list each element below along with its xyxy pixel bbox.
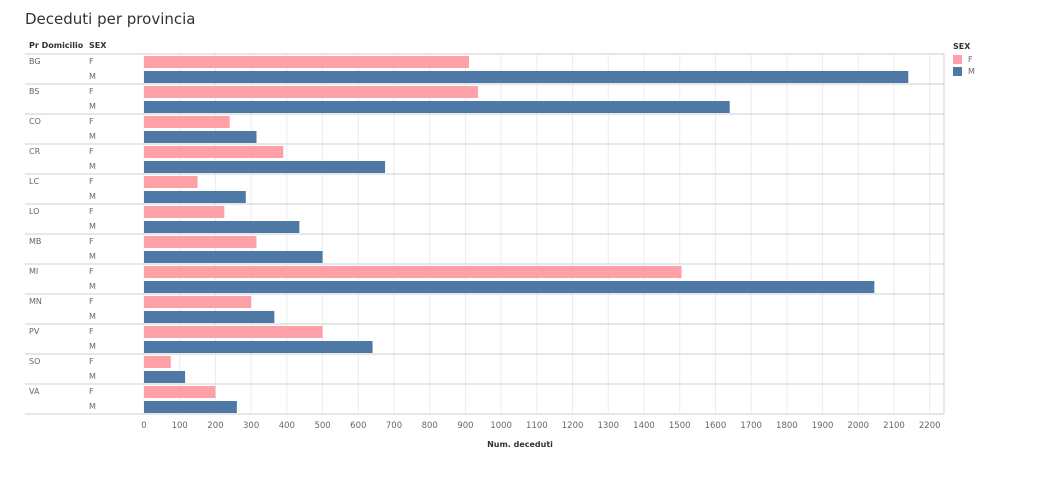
x-tick-label: 300 xyxy=(243,421,259,431)
legend-item-f[interactable]: F xyxy=(953,53,975,65)
bar-mi-f[interactable] xyxy=(144,266,682,278)
bar-mn-f[interactable] xyxy=(144,296,252,308)
legend-label-m: M xyxy=(968,66,975,76)
bar-bs-f[interactable] xyxy=(144,86,478,98)
x-tick-label: 1200 xyxy=(562,421,584,431)
sex-label: F xyxy=(89,177,94,186)
province-label: SO xyxy=(29,357,40,366)
sex-label: M xyxy=(89,342,96,351)
province-label: BG xyxy=(29,57,41,66)
x-tick-label: 0 xyxy=(141,421,146,431)
province-label: BS xyxy=(29,87,39,96)
x-tick-label: 1400 xyxy=(633,421,655,431)
bar-lc-f[interactable] xyxy=(144,176,198,188)
bar-co-f[interactable] xyxy=(144,116,230,128)
x-tick-label: 1000 xyxy=(490,421,512,431)
province-label: LO xyxy=(29,207,39,216)
legend-title: SEX xyxy=(953,42,971,51)
bar-bg-m[interactable] xyxy=(144,71,909,83)
chart-title: Deceduti per provincia xyxy=(25,10,196,28)
sex-label: F xyxy=(89,147,94,156)
province-label: MB xyxy=(29,237,41,246)
x-tick-label: 2200 xyxy=(919,421,941,431)
bar-va-f[interactable] xyxy=(144,386,216,398)
x-tick-label: 1600 xyxy=(705,421,727,431)
sex-label: F xyxy=(89,357,94,366)
province-label: PV xyxy=(29,327,40,336)
x-tick-label: 2000 xyxy=(847,421,869,431)
sex-label: F xyxy=(89,87,94,96)
sex-label: M xyxy=(89,402,96,411)
x-tick-label: 400 xyxy=(279,421,295,431)
sex-label: F xyxy=(89,207,94,216)
bar-bs-m[interactable] xyxy=(144,101,730,113)
province-label: MN xyxy=(29,297,42,306)
x-tick-label: 1800 xyxy=(776,421,798,431)
sex-label: F xyxy=(89,327,94,336)
sex-label: F xyxy=(89,387,94,396)
x-tick-label: 1900 xyxy=(812,421,834,431)
sex-label: M xyxy=(89,102,96,111)
bar-va-m[interactable] xyxy=(144,401,237,413)
bar-mb-f[interactable] xyxy=(144,236,257,248)
sex-label: M xyxy=(89,372,96,381)
x-tick-label: 200 xyxy=(207,421,223,431)
province-label: MI xyxy=(29,267,38,276)
legend-swatch-m xyxy=(953,66,962,76)
bar-mb-m[interactable] xyxy=(144,251,323,263)
sex-label: F xyxy=(89,117,94,126)
sex-label: F xyxy=(89,237,94,246)
bar-mn-m[interactable] xyxy=(144,311,275,323)
bar-so-f[interactable] xyxy=(144,356,171,368)
bar-lc-m[interactable] xyxy=(144,191,246,203)
sex-label: M xyxy=(89,162,96,171)
x-tick-label: 700 xyxy=(386,421,402,431)
bar-cr-f[interactable] xyxy=(144,146,284,158)
bar-bg-f[interactable] xyxy=(144,56,469,68)
sex-label: F xyxy=(89,297,94,306)
sex-label: M xyxy=(89,132,96,141)
sex-label: M xyxy=(89,312,96,321)
header-sex: SEX xyxy=(89,41,107,50)
province-label: VA xyxy=(29,387,40,396)
bar-pv-m[interactable] xyxy=(144,341,373,353)
bar-so-m[interactable] xyxy=(144,371,186,383)
province-label: CR xyxy=(29,147,41,156)
bar-lo-m[interactable] xyxy=(144,221,300,233)
sex-label: F xyxy=(89,267,94,276)
x-tick-label: 900 xyxy=(457,421,473,431)
bar-lo-f[interactable] xyxy=(144,206,225,218)
x-tick-label: 1100 xyxy=(526,421,548,431)
bar-co-m[interactable] xyxy=(144,131,257,143)
x-tick-label: 800 xyxy=(422,421,438,431)
x-tick-label: 1700 xyxy=(740,421,762,431)
bar-cr-m[interactable] xyxy=(144,161,386,173)
sex-label: F xyxy=(89,57,94,66)
province-label: LC xyxy=(29,177,39,186)
legend: SEX F M xyxy=(953,42,975,77)
bar-mi-m[interactable] xyxy=(144,281,875,293)
x-tick-label: 100 xyxy=(172,421,188,431)
header-province: Pr Domicilio xyxy=(29,41,84,50)
x-tick-label: 1500 xyxy=(669,421,691,431)
bar-pv-f[interactable] xyxy=(144,326,323,338)
sex-label: M xyxy=(89,282,96,291)
sex-label: M xyxy=(89,222,96,231)
x-tick-label: 2100 xyxy=(883,421,905,431)
legend-label-f: F xyxy=(968,54,973,64)
x-tick-label: 500 xyxy=(314,421,330,431)
x-tick-label: 1300 xyxy=(597,421,619,431)
legend-swatch-f xyxy=(953,54,962,64)
province-label: CO xyxy=(29,117,41,126)
x-axis-title: Num. deceduti xyxy=(487,440,553,449)
sex-label: M xyxy=(89,252,96,261)
sex-label: M xyxy=(89,72,96,81)
x-tick-label: 600 xyxy=(350,421,366,431)
legend-item-m[interactable]: M xyxy=(953,65,975,77)
sex-label: M xyxy=(89,192,96,201)
